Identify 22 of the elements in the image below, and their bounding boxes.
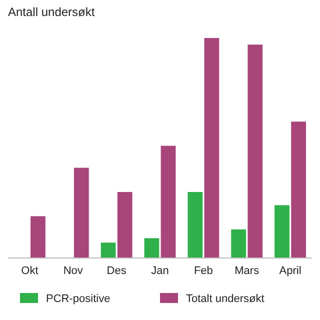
bar	[100, 242, 116, 258]
bar	[291, 122, 306, 258]
legend-label: PCR-positive	[46, 293, 110, 305]
legend-label: Totalt undersøkt	[186, 293, 264, 305]
bar	[231, 229, 246, 258]
x-tick-label: Des	[106, 265, 127, 277]
bar	[274, 205, 290, 258]
bar	[160, 146, 176, 258]
bar	[248, 44, 263, 258]
bar	[204, 38, 220, 258]
x-tick-label: Mars	[234, 265, 260, 277]
bar	[74, 168, 89, 258]
x-tick-label: Jan	[151, 265, 169, 277]
bar	[144, 238, 160, 258]
bar	[117, 192, 132, 258]
bar	[188, 192, 203, 258]
x-tick-label: April	[279, 265, 302, 277]
x-tick-label: Okt	[21, 265, 38, 277]
bar	[30, 216, 46, 258]
x-tick-label: Nov	[63, 265, 84, 277]
chart-title: Antall undersøkt	[8, 5, 96, 19]
x-tick-label: Feb	[194, 265, 213, 277]
